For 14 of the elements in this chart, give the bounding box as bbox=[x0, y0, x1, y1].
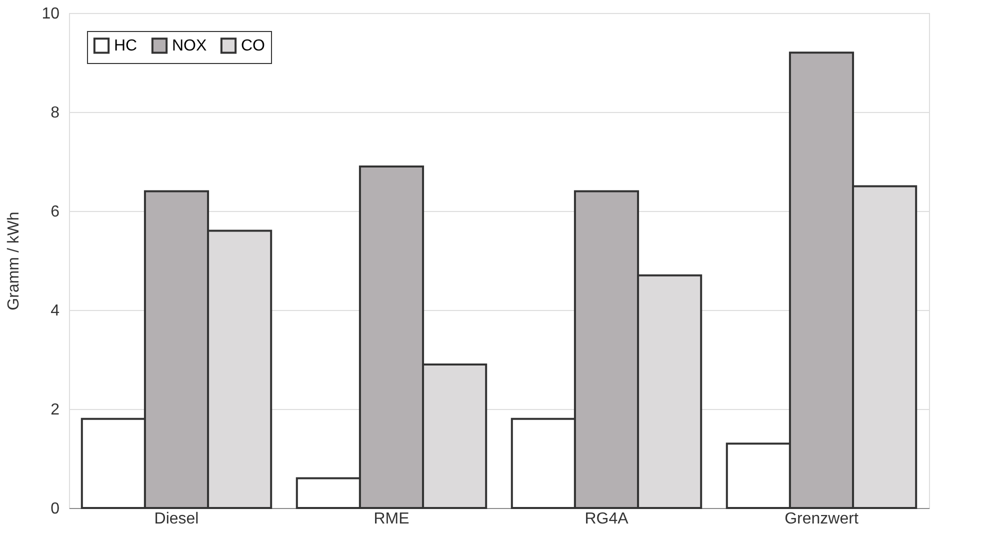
legend-label: HC bbox=[114, 38, 138, 55]
x-tick-label: Grenzwert bbox=[784, 510, 859, 528]
legend-label: NOX bbox=[172, 38, 207, 55]
y-tick-label: 0 bbox=[50, 500, 60, 518]
x-tick-label: RME bbox=[374, 510, 410, 528]
y-tick-label: 2 bbox=[50, 402, 60, 418]
x-tick-label: Diesel bbox=[154, 510, 199, 528]
y-tick-label: 4 bbox=[50, 302, 60, 320]
y-tick-label: 10 bbox=[42, 6, 60, 22]
legend-label: CO bbox=[241, 38, 265, 55]
y-tick-label: 8 bbox=[50, 104, 60, 122]
y-tick-label: 6 bbox=[50, 204, 60, 220]
y-axis-title: Gramm / kWh bbox=[6, 212, 23, 310]
x-tick-label: RG4A bbox=[584, 510, 629, 528]
